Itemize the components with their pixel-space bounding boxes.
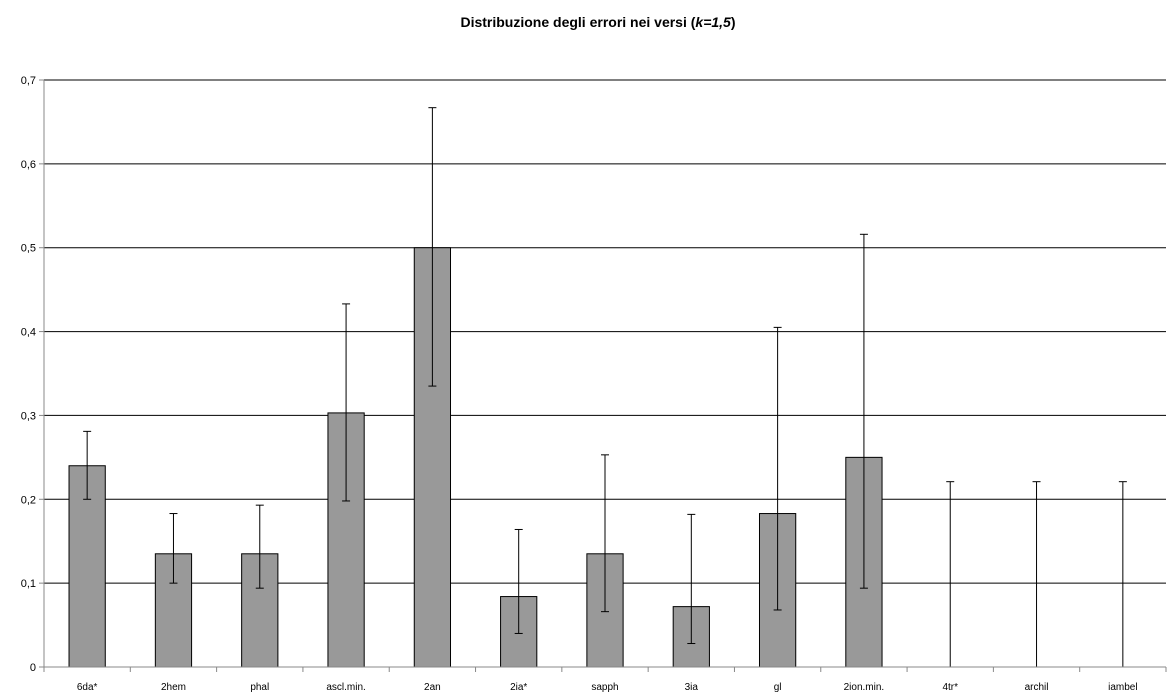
y-tick-label: 0,4 xyxy=(21,327,36,339)
x-category-label: 2ia* xyxy=(510,682,527,693)
axes xyxy=(43,80,1167,672)
x-category-label: ascl.min. xyxy=(326,682,365,693)
x-category-label: iambel xyxy=(1108,682,1137,693)
x-category-label: 2hem xyxy=(161,682,186,693)
y-tick-label: 0,5 xyxy=(21,243,36,255)
x-category-label: gl xyxy=(774,682,782,693)
y-tick-label: 0,1 xyxy=(21,578,36,590)
chart-title-suffix: ) xyxy=(731,14,736,30)
x-category-label: sapph xyxy=(591,682,618,693)
y-tick-label: 0,2 xyxy=(21,494,36,506)
chart-title-prefix: Distribuzione degli errori nei versi ( xyxy=(460,14,695,30)
gridlines xyxy=(39,79,1166,668)
x-category-label: 2an xyxy=(424,682,441,693)
y-tick-label: 0,6 xyxy=(21,159,36,171)
y-tick-label: 0,7 xyxy=(21,75,36,87)
y-tick-label: 0 xyxy=(30,662,36,674)
x-category-label: 2ion.min. xyxy=(844,682,885,693)
x-axis-category-labels: 6da* 2hem phal ascl.min. 2an 2ia* sapph 3ia gl 2i… xyxy=(77,682,1138,693)
x-category-label: archil xyxy=(1025,682,1049,693)
bars xyxy=(68,247,883,668)
y-tick-label: 0,3 xyxy=(21,410,36,422)
chart-title-italic: k=1,5 xyxy=(695,14,731,30)
x-category-label: 6da* xyxy=(77,682,98,693)
x-category-label: 4tr* xyxy=(942,682,958,693)
error-bars xyxy=(83,107,1127,668)
chart-title: Distribuzione degli errori nei versi (k=… xyxy=(460,14,735,30)
y-axis-tick-labels: 0 0,1 0,2 0,3 0,4 0,5 0,6 0,7 xyxy=(21,75,36,674)
x-category-label: 3ia xyxy=(685,682,699,693)
x-category-label: phal xyxy=(250,682,269,693)
